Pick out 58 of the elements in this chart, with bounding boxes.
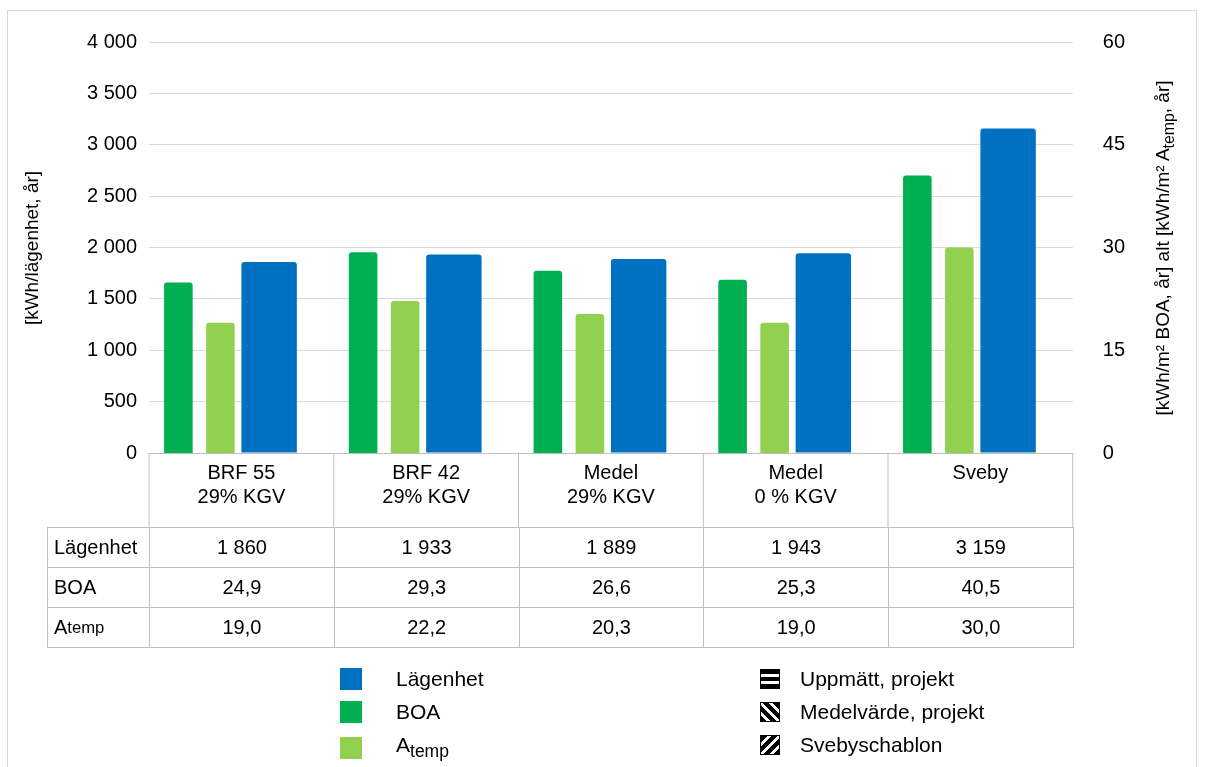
y-tick-label: 1 500: [86, 286, 138, 309]
y-tick-label: 3 500: [86, 80, 138, 103]
legend-label: BOA: [396, 700, 441, 724]
legend-label: Lägenhet: [396, 667, 484, 691]
data-label: 22,2: [333, 607, 520, 648]
bar: [795, 253, 852, 453]
data-label: 1 889: [518, 527, 705, 568]
text: Svebyschablon: [800, 733, 943, 757]
y2-tick-label: 60: [1102, 29, 1125, 52]
bar: [718, 279, 747, 453]
data-label: 1 933: [333, 527, 520, 568]
bar: [980, 128, 1036, 453]
bar: [164, 282, 193, 453]
bar: [575, 313, 605, 453]
bar: [348, 252, 378, 453]
y2-tick-label: 45: [1102, 132, 1125, 155]
x-tick-label: Sveby: [952, 460, 1009, 483]
text: Uppmätt, projekt: [800, 667, 955, 691]
legend-label: A$_{temp}$: [396, 733, 449, 763]
bar: [206, 322, 235, 453]
y-tick-label: 500: [103, 389, 138, 412]
data-label: 24,9: [149, 567, 335, 608]
data-label: 29,3: [333, 567, 520, 608]
data-label: 1 943: [703, 527, 889, 568]
data-label: 25,3: [703, 567, 889, 608]
x-tick-label: Medel 29% KGV: [566, 460, 656, 507]
data-label: 1 860: [149, 527, 335, 568]
bar: [390, 300, 420, 453]
data-label: 3 159: [888, 527, 1074, 568]
data-label: 26,6: [518, 567, 705, 608]
x-tick-label: BRF 42 29% KGV: [382, 460, 471, 507]
bar: [533, 270, 563, 453]
y-tick-label: 3 000: [86, 132, 138, 155]
data-label: 19,0: [703, 607, 889, 648]
y2-tick-label: 30: [1102, 235, 1125, 258]
y-tick-label: 4 000: [86, 29, 138, 52]
y2-tick-label: 0: [1102, 440, 1114, 463]
bar: [903, 175, 932, 453]
y-axis-title: [kWh/lägenhet, år]: [21, 170, 43, 325]
text: Medelvärde, projekt: [800, 700, 985, 724]
bar: [945, 247, 974, 453]
bar: [241, 261, 297, 453]
bar: [426, 254, 482, 453]
y2-tick-label: 15: [1102, 337, 1125, 360]
data-label: 20,3: [518, 607, 705, 648]
data-label: 40,5: [888, 567, 1074, 608]
bar: [610, 258, 667, 453]
y-tick-label: 2 500: [86, 183, 138, 206]
x-tick-label: BRF 55 29% KGV: [197, 460, 286, 507]
y-tick-label: 1 000: [86, 337, 138, 360]
y-tick-label: 2 000: [86, 235, 138, 258]
x-tick-label: Medel 0 % KGV: [754, 460, 838, 507]
data-label: 30,0: [888, 607, 1074, 648]
y-tick-label: 0: [125, 440, 138, 463]
text: BOA: [54, 576, 97, 598]
bar: [760, 322, 789, 453]
text: Lägenhet: [54, 536, 138, 558]
data-label: 19,0: [149, 607, 335, 648]
